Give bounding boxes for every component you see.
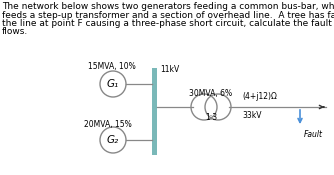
Text: 33kV: 33kV <box>242 111 262 120</box>
Text: flows.: flows. <box>2 27 28 37</box>
Text: 11kV: 11kV <box>160 65 179 74</box>
Text: (4+j12)Ω: (4+j12)Ω <box>242 92 277 101</box>
Text: 20MVA, 15%: 20MVA, 15% <box>84 120 132 129</box>
Text: 15MVA, 10%: 15MVA, 10% <box>88 62 136 71</box>
Text: feeds a step-up transformer and a section of overhead line.  A tree has fallen a: feeds a step-up transformer and a sectio… <box>2 10 334 19</box>
Text: the line at point F causing a three-phase short circuit, calculate the fault cur: the line at point F causing a three-phas… <box>2 19 334 28</box>
Text: 1:3: 1:3 <box>205 113 217 122</box>
Text: 30MVA, 6%: 30MVA, 6% <box>189 89 232 98</box>
Text: Fault: Fault <box>304 130 323 139</box>
Bar <box>152 68 157 155</box>
Text: G₁: G₁ <box>107 79 119 89</box>
Text: G₂: G₂ <box>107 135 119 145</box>
Text: The network below shows two generators feeding a common bus-bar, which in turn: The network below shows two generators f… <box>2 2 334 11</box>
